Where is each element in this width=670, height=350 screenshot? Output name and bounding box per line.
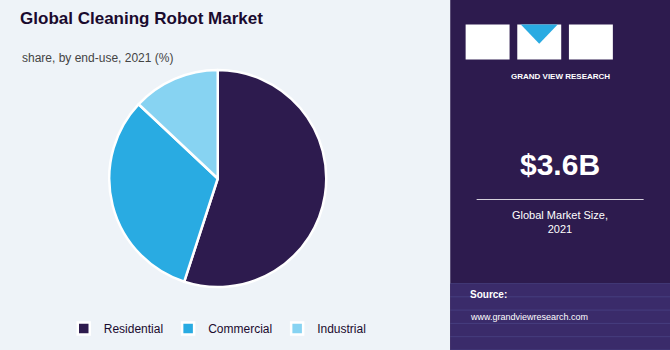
svg-text:www.grandviewresearch.com: www.grandviewresearch.com [470, 312, 588, 322]
svg-text:share, by end-use, 2021 (%): share, by end-use, 2021 (%) [22, 51, 173, 65]
svg-text:Global Cleaning Robot Market: Global Cleaning Robot Market [20, 9, 263, 28]
svg-text:Global Market Size,2021: Global Market Size,2021 [512, 209, 608, 235]
svg-text:GRAND VIEW RESEARCH: GRAND VIEW RESEARCH [511, 72, 610, 81]
svg-text:$3.6B: $3.6B [520, 148, 600, 181]
svg-text:Industrial: Industrial [317, 322, 366, 336]
svg-text:Residential: Residential [104, 322, 163, 336]
svg-text:Commercial: Commercial [208, 322, 272, 336]
svg-text:Source:: Source: [470, 289, 507, 300]
